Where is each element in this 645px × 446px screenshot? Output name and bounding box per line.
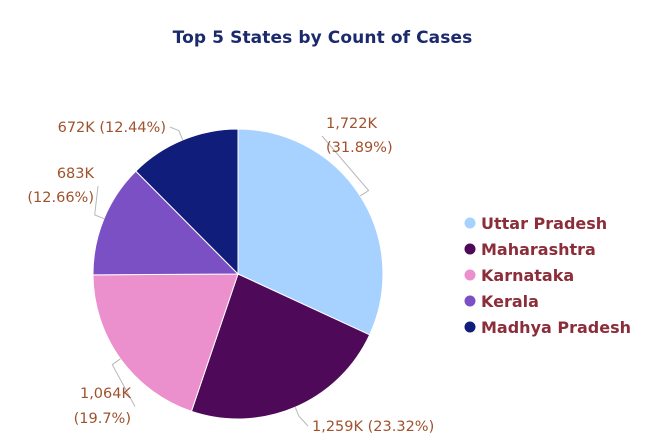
leader-line-kerala (94, 185, 105, 220)
value-label-uttar-pradesh: 1,722K (326, 116, 378, 132)
percent-label-uttar-pradesh: (31.89%) (326, 140, 393, 156)
leader-line-madhya-pradesh (169, 126, 184, 141)
percent-label-karnataka: (19.7%) (74, 411, 131, 427)
legend-marker-karnataka[interactable] (464, 269, 476, 281)
legend-item-karnataka[interactable]: Karnataka (481, 266, 574, 285)
value-label-kerala: 683K (57, 166, 95, 182)
legend-marker-uttar-pradesh[interactable] (464, 217, 476, 229)
percent-label-kerala: (12.66%) (27, 190, 94, 206)
value-label-karnataka: 1,064K (80, 386, 132, 402)
leader-line-uttar-pradesh (321, 135, 370, 197)
legend-item-kerala[interactable]: Kerala (481, 292, 539, 311)
data-label-madhya-pradesh: 672K (12.44%) (58, 120, 166, 136)
legend-marker-kerala[interactable] (464, 295, 476, 307)
pie-slice-madhya-pradesh[interactable] (135, 128, 239, 276)
legend-item-maharashtra[interactable]: Maharashtra (481, 240, 596, 259)
legend-item-madhya-pradesh[interactable]: Madhya Pradesh (481, 318, 631, 337)
leader-line-karnataka (111, 358, 136, 407)
pie-slice-uttar-pradesh[interactable] (237, 128, 384, 336)
leader-line-maharashtra (294, 407, 309, 427)
chart-title: Top 5 States by Count of Cases (172, 28, 473, 48)
legend-item-uttar-pradesh[interactable]: Uttar Pradesh (481, 214, 607, 233)
legend-marker-maharashtra[interactable] (464, 243, 476, 255)
data-label-maharashtra: 1,259K (23.32%) (312, 419, 434, 435)
legend-marker-madhya-pradesh[interactable] (464, 321, 476, 333)
